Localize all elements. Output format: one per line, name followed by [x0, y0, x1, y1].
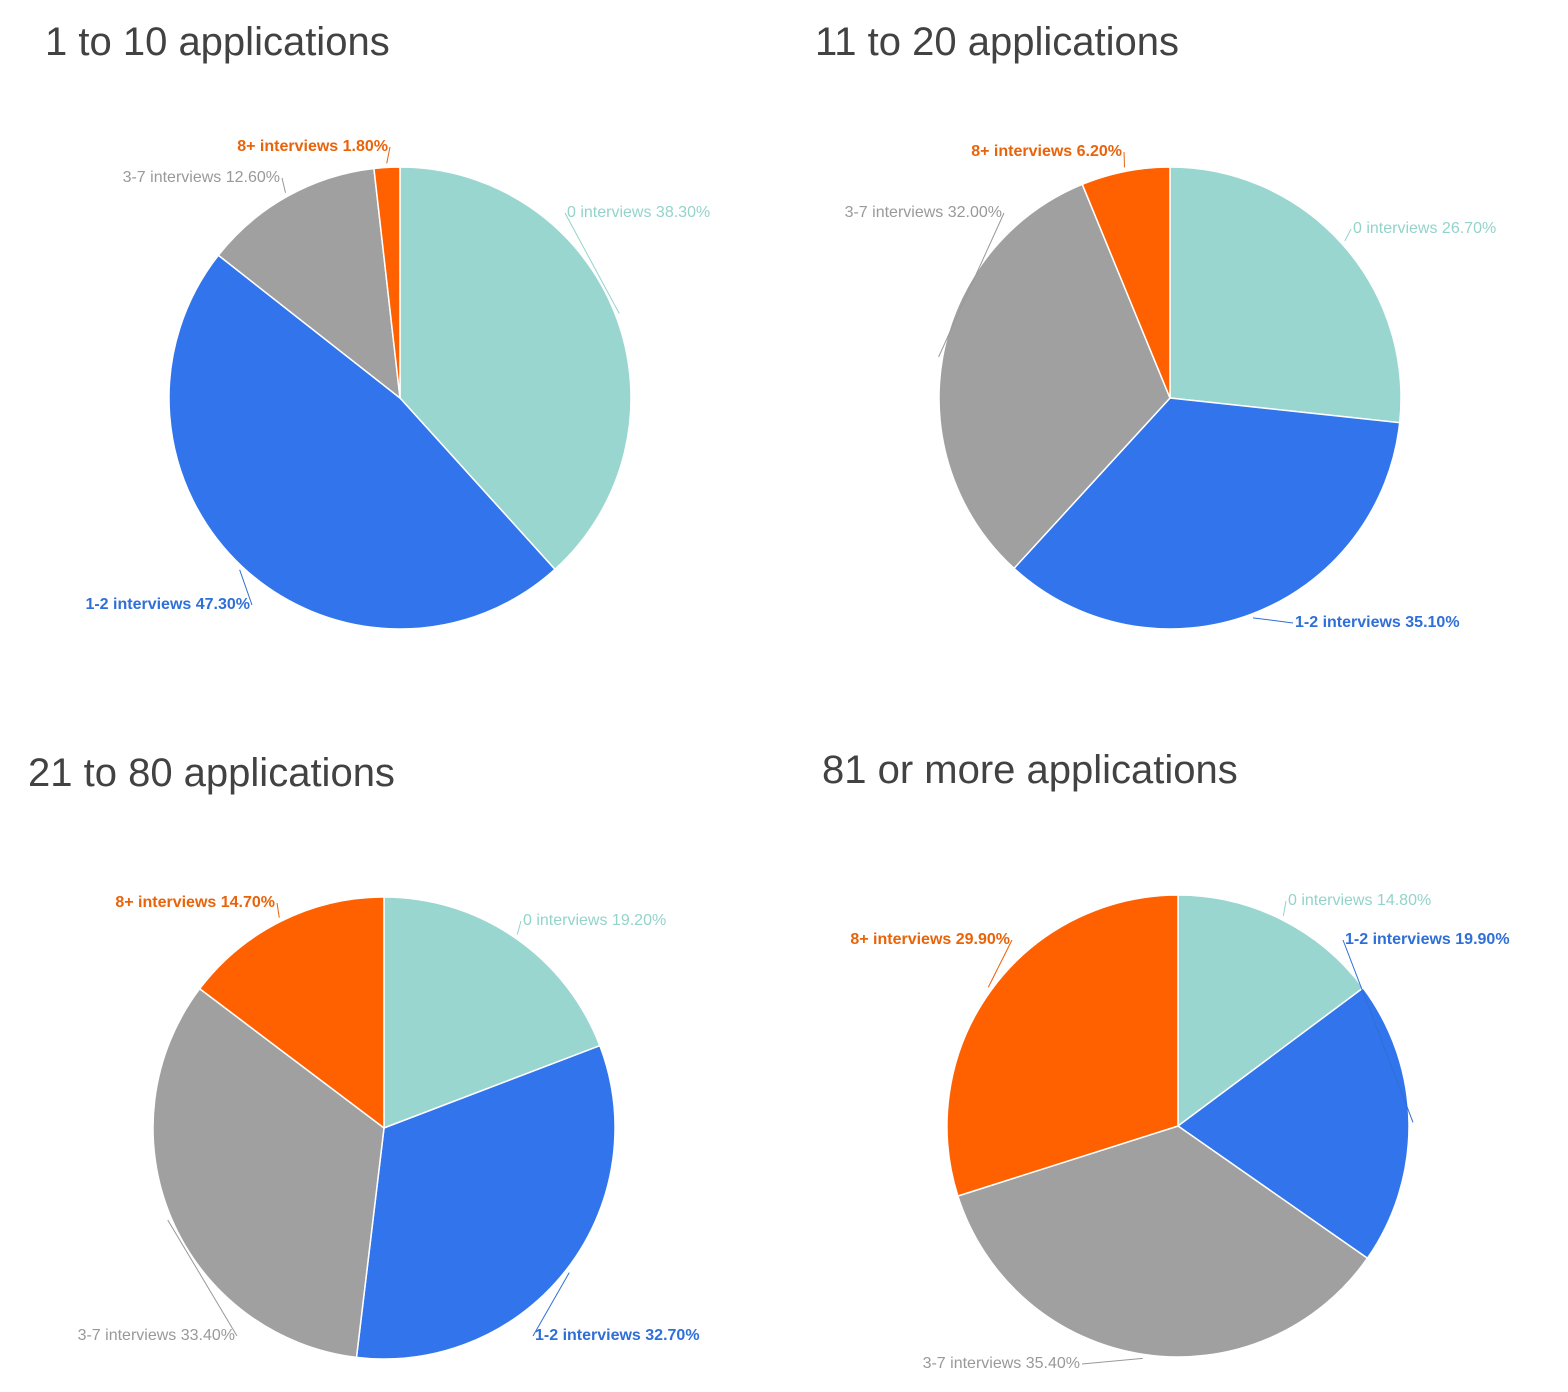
- data-label: 3-7 interviews 33.40%: [78, 1327, 235, 1344]
- leader-line: [987, 939, 1013, 988]
- pie-slice: [1081, 166, 1171, 399]
- chart-title: 21 to 80 applications: [28, 751, 395, 795]
- pie-slice: [217, 167, 401, 400]
- leader-line: [281, 177, 286, 193]
- leader-line: [1342, 939, 1414, 1123]
- chart-title: 81 or more applications: [822, 748, 1238, 792]
- data-label: 0 interviews 38.30%: [567, 204, 710, 221]
- data-label: 3-7 interviews 12.60%: [123, 169, 280, 186]
- pie-slice: [198, 896, 385, 1130]
- data-label: 3-7 interviews 35.40%: [923, 1355, 1080, 1372]
- pie-slice: [956, 1125, 1369, 1358]
- data-label: 1-2 interviews 19.90%: [1345, 931, 1510, 948]
- leader-line: [516, 920, 522, 935]
- data-label: 8+ interviews 6.20%: [971, 143, 1122, 160]
- chart-title: 1 to 10 applications: [45, 20, 390, 64]
- leader-line: [564, 212, 620, 314]
- pie-slice: [355, 1044, 616, 1360]
- data-label: 0 interviews 19.20%: [523, 912, 666, 929]
- pie-slice: [383, 896, 601, 1130]
- leader-line: [1344, 228, 1352, 242]
- leader-line: [167, 1219, 238, 1337]
- leader-line: [532, 1272, 570, 1337]
- pie-slice: [399, 166, 632, 571]
- pie-slice: [1176, 986, 1410, 1260]
- pie-slice: [938, 183, 1171, 570]
- data-label: 0 interviews 14.80%: [1288, 892, 1431, 909]
- data-label: 1-2 interviews 32.70%: [535, 1327, 700, 1344]
- leader-line: [386, 146, 391, 164]
- pie-slice: [373, 166, 401, 399]
- chart-title: 11 to 20 applications: [815, 20, 1179, 64]
- pie-slice: [946, 894, 1179, 1197]
- pie-slice: [1177, 894, 1365, 1128]
- leader-line: [1253, 617, 1294, 624]
- data-label: 0 interviews 26.70%: [1353, 220, 1496, 237]
- pie-slice: [168, 254, 556, 630]
- leader-line: [938, 212, 1005, 358]
- leader-line: [239, 569, 253, 606]
- pie-slice: [152, 987, 385, 1359]
- leader-line: [1081, 1357, 1143, 1365]
- pie-slice: [1012, 397, 1401, 630]
- leader-line: [1123, 151, 1126, 168]
- pie-slice: [1169, 166, 1402, 424]
- leader-line: [276, 902, 280, 918]
- data-label: 8+ interviews 29.90%: [850, 931, 1010, 948]
- data-label: 1-2 interviews 35.10%: [1295, 614, 1460, 631]
- data-label: 1-2 interviews 47.30%: [85, 596, 250, 613]
- data-label: 8+ interviews 1.80%: [237, 138, 388, 155]
- data-label: 8+ interviews 14.70%: [115, 894, 275, 911]
- leader-line: [1282, 900, 1287, 917]
- data-label: 3-7 interviews 32.00%: [845, 204, 1002, 221]
